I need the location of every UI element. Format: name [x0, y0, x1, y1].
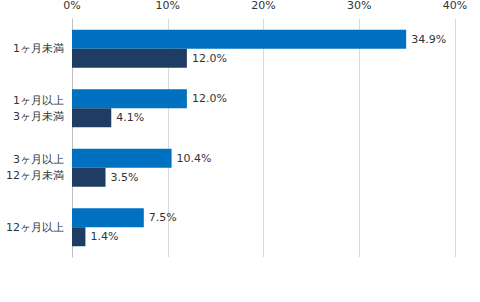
svg-text:12.0%: 12.0% — [192, 52, 227, 65]
svg-text:12.0%: 12.0% — [192, 92, 227, 105]
svg-text:12ヶ月未満: 12ヶ月未満 — [6, 169, 64, 182]
svg-text:20%: 20% — [251, 0, 275, 12]
svg-text:3ヶ月以上: 3ヶ月以上 — [13, 153, 64, 166]
svg-text:40%: 40% — [443, 0, 467, 12]
svg-text:10.4%: 10.4% — [177, 152, 212, 165]
svg-text:0%: 0% — [63, 0, 80, 12]
svg-text:1ヶ月未満: 1ヶ月未満 — [13, 42, 64, 55]
svg-text:12ヶ月以上: 12ヶ月以上 — [6, 221, 64, 234]
svg-text:10%: 10% — [156, 0, 180, 12]
svg-text:7.5%: 7.5% — [149, 211, 177, 224]
svg-text:3ヶ月未満: 3ヶ月未満 — [13, 110, 64, 123]
svg-text:1.4%: 1.4% — [90, 230, 118, 243]
svg-text:30%: 30% — [347, 0, 371, 12]
svg-text:34.9%: 34.9% — [411, 33, 446, 46]
svg-text:1ヶ月以上: 1ヶ月以上 — [13, 94, 64, 107]
svg-text:3.5%: 3.5% — [111, 171, 139, 184]
svg-text:4.1%: 4.1% — [116, 111, 144, 124]
